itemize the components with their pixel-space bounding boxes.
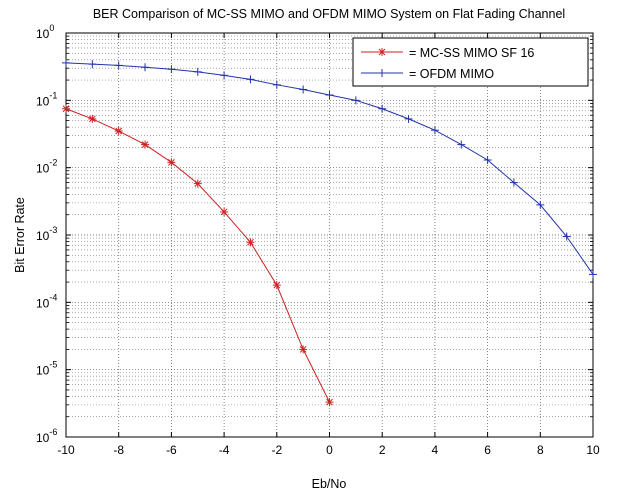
y-tick-label: 10-4 xyxy=(36,292,57,310)
marker-stroke xyxy=(326,398,333,406)
x-tick-label: 2 xyxy=(379,443,386,457)
marker-stroke xyxy=(247,238,254,246)
legend-entry-2: = OFDM MIMO xyxy=(361,67,494,81)
x-tick-label: -8 xyxy=(113,443,124,457)
marker-stroke xyxy=(378,48,386,56)
marker-stroke xyxy=(62,105,70,113)
series-2 xyxy=(62,58,597,279)
y-tick-label: 10-1 xyxy=(36,90,57,108)
x-tick-label: 10 xyxy=(586,443,600,457)
data-point xyxy=(246,75,255,84)
axis-ticks: -10 -8 -6 -4 -2 0 2 4 6 8 10 100 10-1 10-2 10-3 10-4 10-… xyxy=(36,23,600,457)
legend-box xyxy=(352,37,589,87)
marker-stroke xyxy=(115,127,123,135)
data-point xyxy=(272,281,281,290)
legend-marker xyxy=(378,69,386,77)
y-tick-label: 10-6 xyxy=(36,427,57,445)
data-point xyxy=(483,155,492,164)
legend-label: = MC-SS MIMO SF 16 xyxy=(409,46,534,60)
y-tick-label: 100 xyxy=(36,23,54,41)
x-tick-label: 6 xyxy=(484,443,491,457)
marker-stroke xyxy=(220,208,228,216)
y-tick-label: 10-2 xyxy=(36,158,57,176)
marker-stroke xyxy=(299,346,307,353)
data-point xyxy=(536,200,545,209)
legend-marker xyxy=(378,48,386,56)
y-axis-label: Bit Error Rate xyxy=(13,197,27,273)
marker-stroke xyxy=(141,141,149,148)
marker-stroke xyxy=(273,281,281,289)
data-point xyxy=(299,345,308,354)
x-tick-label: -10 xyxy=(57,443,75,457)
legend: = MC-SS MIMO SF 16 = OFDM MIMO xyxy=(352,37,589,87)
data-point xyxy=(88,60,97,69)
series-layer xyxy=(62,58,597,407)
data-point xyxy=(325,91,334,100)
y-tick-label: 10-3 xyxy=(36,225,57,243)
chart-title: BER Comparison of MC-SS MIMO and OFDM MI… xyxy=(93,7,565,21)
data-point xyxy=(193,179,202,188)
data-point xyxy=(193,67,202,76)
data-point xyxy=(246,238,255,247)
data-point xyxy=(114,61,123,70)
x-tick-label: 0 xyxy=(326,443,333,457)
data-point xyxy=(589,270,597,279)
legend-entry-1: = MC-SS MIMO SF 16 xyxy=(361,46,534,60)
data-point xyxy=(62,58,70,67)
data-point xyxy=(457,140,466,149)
data-point xyxy=(114,127,123,136)
data-point xyxy=(430,126,439,135)
data-point xyxy=(509,178,518,187)
data-point xyxy=(141,140,150,149)
series-1 xyxy=(62,104,334,407)
legend-label: = OFDM MIMO xyxy=(409,67,494,81)
marker-stroke xyxy=(88,115,96,123)
marker-stroke xyxy=(194,180,202,187)
data-point xyxy=(220,207,229,216)
data-point xyxy=(404,114,413,123)
data-point xyxy=(299,85,308,94)
x-tick-label: 8 xyxy=(537,443,544,457)
x-tick-label: -6 xyxy=(166,443,177,457)
x-tick-label: -4 xyxy=(219,443,230,457)
data-point xyxy=(272,80,281,89)
x-tick-label: -2 xyxy=(271,443,282,457)
y-tick-label: 10-5 xyxy=(36,360,57,378)
data-point xyxy=(562,232,571,241)
data-point xyxy=(167,65,176,74)
x-tick-label: 4 xyxy=(432,443,439,457)
data-point xyxy=(141,63,150,72)
data-point xyxy=(220,71,229,80)
data-point xyxy=(88,114,97,123)
x-axis-label: Eb/No xyxy=(312,477,347,491)
data-point xyxy=(62,104,70,113)
marker-stroke xyxy=(168,158,175,166)
data-point xyxy=(167,158,176,167)
data-point xyxy=(351,96,360,105)
data-point xyxy=(378,104,387,113)
data-point xyxy=(325,398,334,407)
